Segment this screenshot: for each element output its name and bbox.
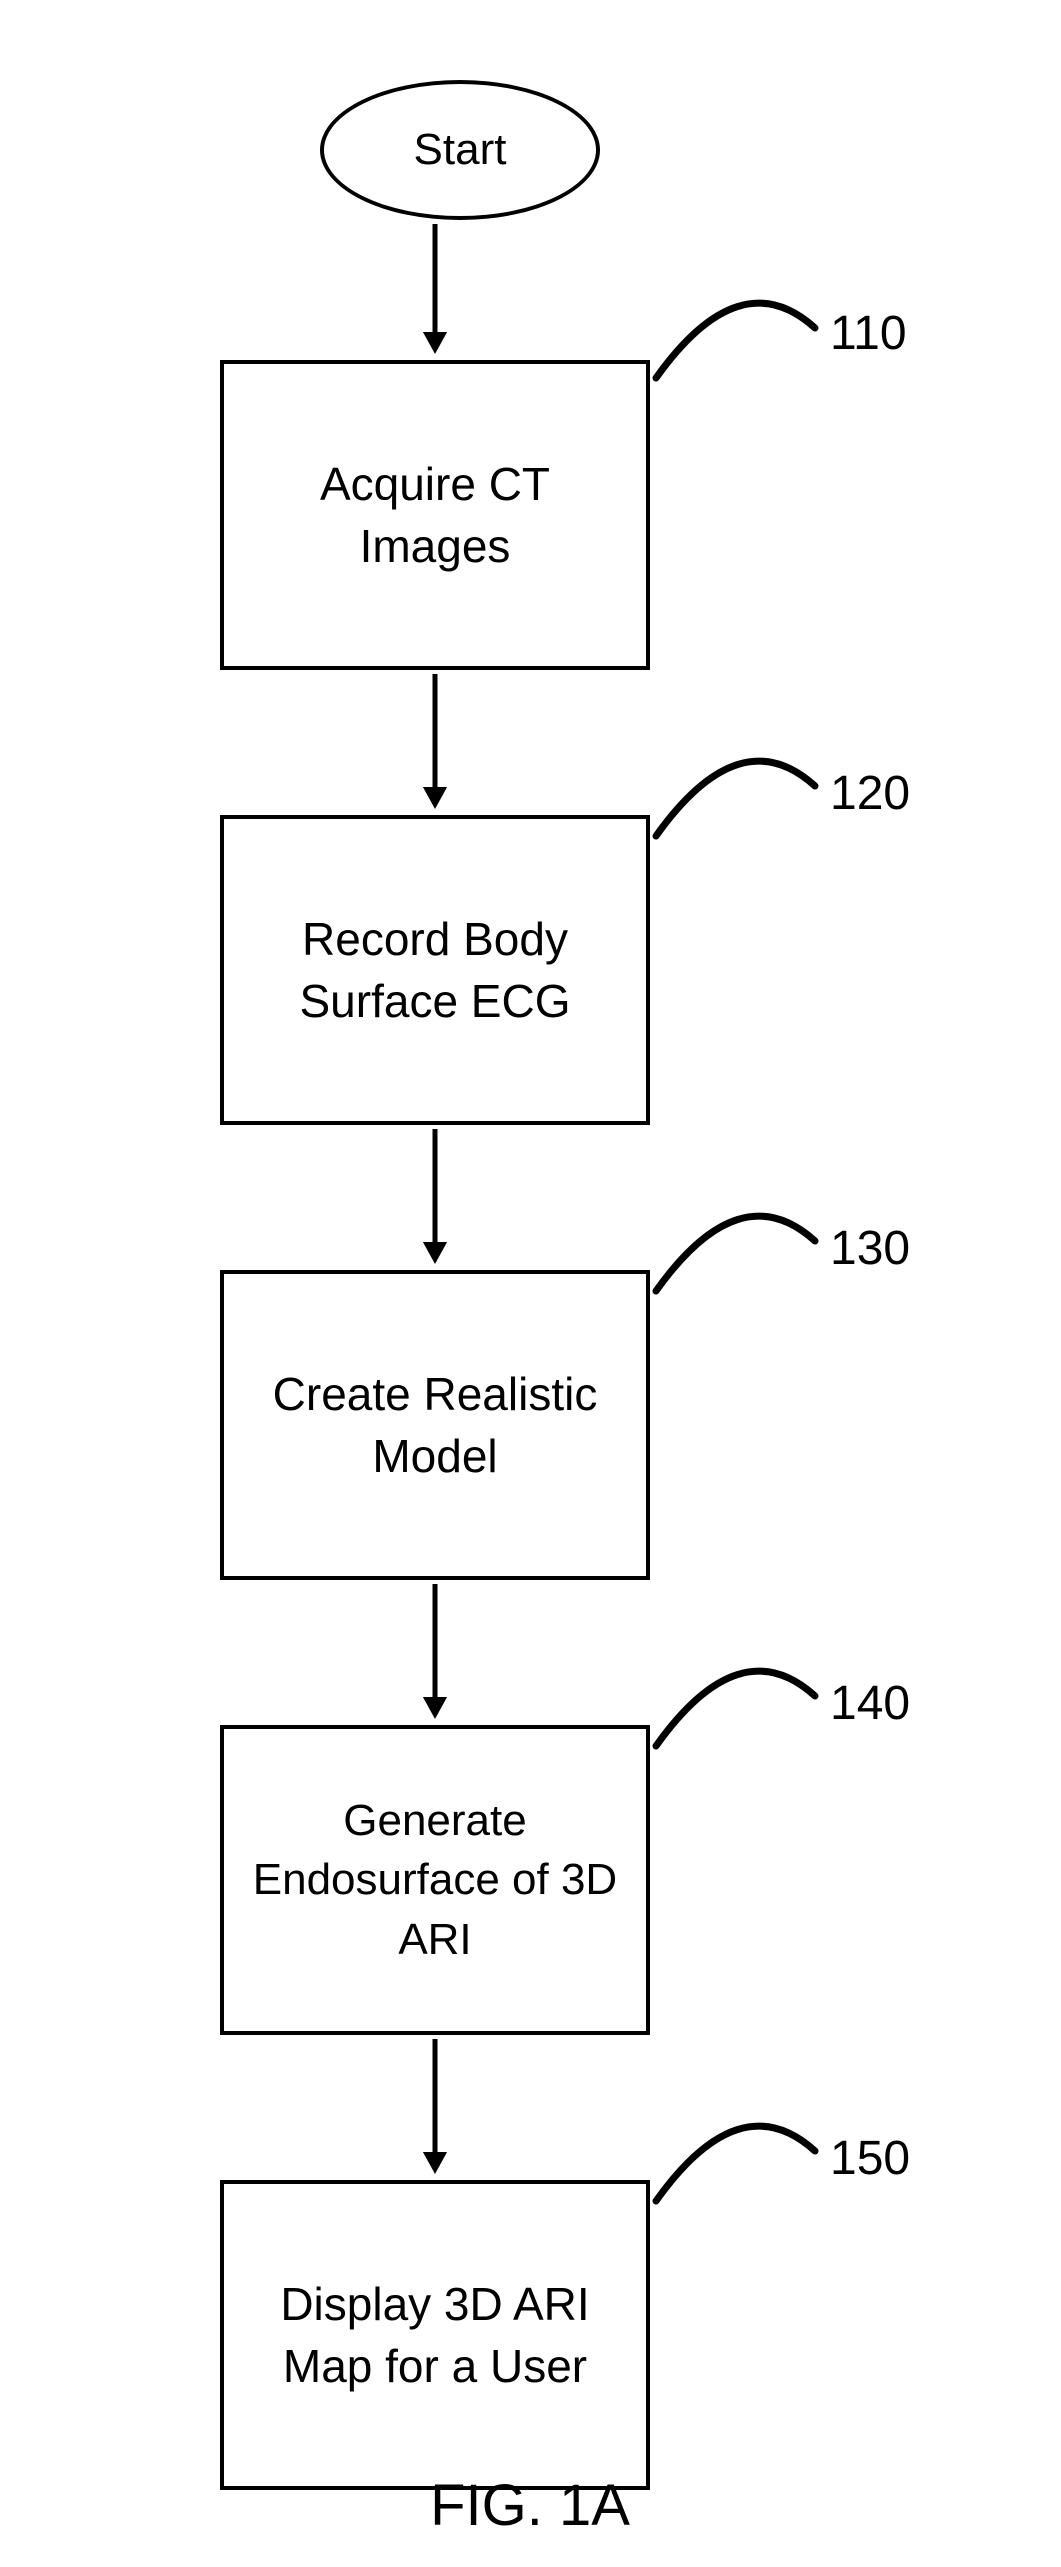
step-box-120: Record BodySurface ECG [220, 815, 650, 1125]
step-number-130: 130 [830, 1221, 910, 1276]
step-label: Display 3D ARIMap for a User [280, 2273, 589, 2397]
start-label: Start [414, 125, 507, 175]
step-box-130: Create RealisticModel [220, 1270, 650, 1580]
step-box-140: GenerateEndosurface of 3DARI [220, 1725, 650, 2035]
flowchart-canvas: Start Acquire CTImages Record BodySurfac… [0, 0, 1061, 2567]
step-box-150: Display 3D ARIMap for a User [220, 2180, 650, 2490]
figure-label: FIG. 1A [380, 2472, 680, 2539]
step-number-150: 150 [830, 2131, 910, 2186]
step-number-110: 110 [830, 306, 907, 361]
step-number-120: 120 [830, 766, 910, 821]
step-label: GenerateEndosurface of 3DARI [253, 1791, 617, 1969]
step-label: Record BodySurface ECG [300, 908, 571, 1032]
step-box-110: Acquire CTImages [220, 360, 650, 670]
step-number-140: 140 [830, 1676, 910, 1731]
start-node: Start [320, 80, 600, 220]
step-label: Acquire CTImages [320, 453, 550, 577]
step-label: Create RealisticModel [273, 1363, 598, 1487]
